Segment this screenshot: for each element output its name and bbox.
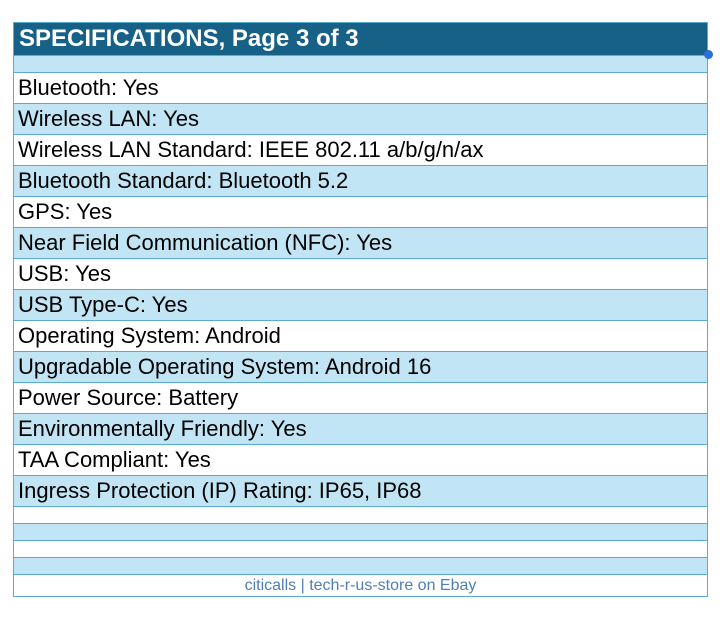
spacer-row: [14, 56, 707, 73]
spec-row: Bluetooth Standard: Bluetooth 5.2: [14, 166, 707, 197]
spec-row: USB: Yes: [14, 259, 707, 290]
spec-row: TAA Compliant: Yes: [14, 445, 707, 476]
spec-row: Bluetooth: Yes: [14, 73, 707, 104]
spec-row: Power Source: Battery: [14, 383, 707, 414]
specifications-table: SPECIFICATIONS, Page 3 of 3 Bluetooth: Y…: [13, 22, 713, 597]
spec-row: Environmentally Friendly: Yes: [14, 414, 707, 445]
spec-row: GPS: Yes: [14, 197, 707, 228]
table-header: SPECIFICATIONS, Page 3 of 3: [14, 23, 707, 56]
selection-handle[interactable]: [704, 50, 713, 59]
empty-row: [14, 507, 707, 524]
spec-row: Operating System: Android: [14, 321, 707, 352]
spec-row: Wireless LAN: Yes: [14, 104, 707, 135]
empty-row: [14, 541, 707, 558]
footer-credit: citicalls | tech-r-us-store on Ebay: [244, 577, 477, 594]
empty-row: [14, 558, 707, 575]
spec-row: USB Type-C: Yes: [14, 290, 707, 321]
empty-row: [14, 524, 707, 541]
spec-row: Upgradable Operating System: Android 16: [14, 352, 707, 383]
spec-row: Near Field Communication (NFC): Yes: [14, 228, 707, 259]
spec-row: Wireless LAN Standard: IEEE 802.11 a/b/g…: [14, 135, 707, 166]
spec-row: Ingress Protection (IP) Rating: IP65, IP…: [14, 476, 707, 507]
